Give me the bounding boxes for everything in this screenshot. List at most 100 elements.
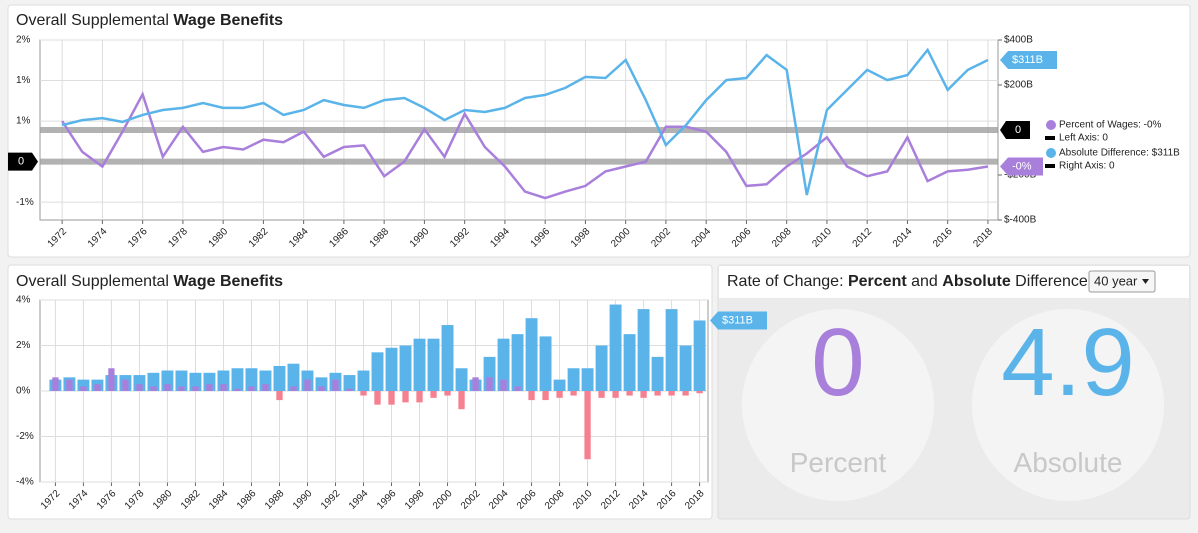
bar <box>668 391 675 396</box>
bar <box>679 345 692 391</box>
period-select-text[interactable]: 40 year <box>1094 273 1138 288</box>
bar <box>413 338 426 391</box>
bar <box>458 391 465 410</box>
bar <box>637 309 650 391</box>
panel-title: Rate of Change: Percent and Absolute Dif… <box>727 273 1088 290</box>
chart-title: Overall Supplemental Wage Benefits <box>16 12 283 29</box>
bar <box>147 372 160 391</box>
title-part: Overall Supplemental <box>16 273 173 290</box>
bar <box>402 391 409 403</box>
y-tick-label: 1% <box>16 116 31 127</box>
bar <box>217 370 230 391</box>
period-select[interactable] <box>1088 270 1156 293</box>
gauge-value: 4.9 <box>1001 309 1134 416</box>
legend-axis-note: Left Axis: 0 <box>1059 133 1108 144</box>
y-tick-label: 2% <box>16 35 31 46</box>
bar <box>262 384 269 391</box>
bar <box>346 388 353 391</box>
bar <box>455 368 468 391</box>
bar <box>581 368 594 391</box>
bar <box>665 309 678 391</box>
bar <box>441 325 454 391</box>
bar <box>556 391 563 398</box>
bar <box>553 379 566 391</box>
bar <box>374 391 381 405</box>
bar <box>77 379 90 391</box>
bar <box>483 356 496 391</box>
bar <box>654 391 661 396</box>
series-line <box>61 91 989 200</box>
chart-title: Overall Supplemental Wage Benefits <box>16 273 283 290</box>
gauge-label: Absolute <box>1014 447 1123 478</box>
y2-tick-label: $400B <box>1004 35 1033 46</box>
bar <box>444 391 451 396</box>
bar <box>315 377 328 391</box>
title-part: and <box>907 273 943 290</box>
bar <box>399 345 412 391</box>
legend-label: Absolute Difference: $311B <box>1059 148 1180 159</box>
bar <box>164 384 171 391</box>
bar <box>290 386 297 391</box>
y-tick-label: -2% <box>16 431 34 442</box>
title-part: Wage Benefits <box>173 12 283 29</box>
end-tag <box>710 311 767 330</box>
bar <box>651 356 664 391</box>
legend-label: Percent of Wages: -0% <box>1059 120 1162 131</box>
bar <box>416 391 423 403</box>
y-tick-label: -1% <box>16 197 34 208</box>
end-tag <box>1000 51 1057 70</box>
gauge-label: Percent <box>790 447 887 478</box>
legend-swatch <box>1046 120 1056 130</box>
title-part: Percent <box>848 273 907 290</box>
bar <box>511 334 524 391</box>
bar <box>94 384 101 391</box>
title-part: Overall Supplemental <box>16 12 173 29</box>
series-line <box>61 47 989 196</box>
end-label: $311B <box>722 314 753 326</box>
bar <box>693 320 706 391</box>
y-tick-label: 2% <box>16 340 31 351</box>
bar <box>66 379 73 391</box>
bar <box>612 391 619 398</box>
bar <box>385 347 398 391</box>
bar <box>245 368 258 391</box>
panel-bottom <box>7 264 713 520</box>
end-label: $311B <box>1012 54 1043 66</box>
bar <box>52 377 59 391</box>
bar <box>178 386 185 391</box>
bar <box>259 370 272 391</box>
bar <box>500 379 507 391</box>
bar <box>189 372 202 391</box>
title-part: Rate of Change: <box>727 273 848 290</box>
legend-axis-swatch <box>1045 136 1055 140</box>
bar <box>427 338 440 391</box>
bar <box>584 391 591 460</box>
bar <box>626 391 633 396</box>
bar <box>682 391 689 396</box>
bar <box>206 384 213 391</box>
bar <box>175 370 188 391</box>
bar <box>430 391 437 398</box>
bar <box>514 386 521 391</box>
y-tick-label: 4% <box>16 295 31 306</box>
bar <box>248 386 255 391</box>
bar <box>220 384 227 391</box>
bar <box>609 304 622 391</box>
bar <box>234 388 241 391</box>
bar <box>598 391 605 398</box>
bar <box>640 391 647 398</box>
legend-axis-swatch <box>1045 164 1055 168</box>
bar <box>273 365 286 391</box>
bar <box>525 318 538 391</box>
bar <box>486 377 493 391</box>
bar <box>497 338 510 391</box>
bar <box>287 363 300 391</box>
y2-tick-label: $200B <box>1004 80 1033 91</box>
zero-marker <box>8 152 38 171</box>
gauge-circle <box>742 309 934 501</box>
bar <box>360 391 367 396</box>
bar <box>161 370 174 391</box>
bar <box>133 375 146 391</box>
